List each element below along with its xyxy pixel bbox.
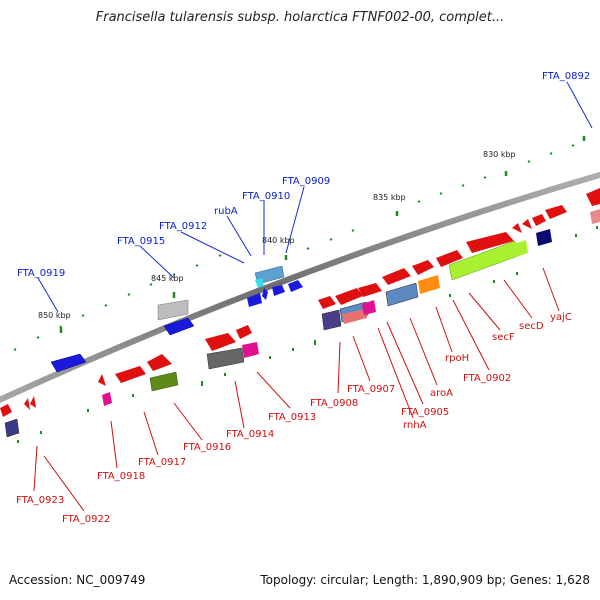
- forward-leader-lines: [37, 81, 593, 313]
- upper-major-ticks: [59, 136, 586, 333]
- kbp-label: 830 kbp: [483, 150, 516, 159]
- kbp-label: 835 kbp: [373, 193, 406, 202]
- gene-label: FTA_0917: [138, 457, 186, 468]
- gene-label: FTA_0923: [16, 495, 64, 506]
- gene-label: FTA_0910: [242, 191, 290, 202]
- gene-label: aroA: [430, 388, 453, 399]
- gene-label: secF: [492, 332, 515, 343]
- gene-label: secD: [519, 321, 544, 332]
- gene-label: FTA_0915: [117, 236, 165, 247]
- gene-label: FTA_0912: [159, 221, 207, 232]
- gene-label: FTA_0892: [542, 71, 590, 82]
- reverse-gene-labels: yajC secD secF FTA_0902 rpoH aroA FTA_09…: [16, 312, 572, 525]
- accession-text: Accession: NC_009749: [9, 573, 146, 587]
- gene-label: FTA_0916: [183, 442, 231, 453]
- gene-label: rpoH: [445, 353, 469, 364]
- gene-label: FTA_0908: [310, 398, 358, 409]
- gene-label: FTA_0918: [97, 471, 145, 482]
- gene-label: rnhA: [403, 420, 427, 431]
- forward-gene-labels: FTA_0892 FTA_0909 FTA_0910 rubA FTA_0912…: [17, 71, 590, 279]
- gene-label: FTA_0919: [17, 268, 65, 279]
- upper-tick-track: [13, 144, 575, 351]
- reverse-genes[interactable]: [0, 188, 600, 438]
- lower-tick-track: [17, 226, 598, 443]
- gene-label: FTA_0922: [62, 514, 110, 525]
- forward-genes[interactable]: [50, 265, 303, 373]
- gene-label: yajC: [550, 312, 572, 323]
- genome-summary-text: Topology: circular; Length: 1,890,909 bp…: [260, 573, 590, 587]
- gene-label: FTA_0902: [463, 373, 511, 384]
- kbp-tick-labels: 830 kbp 835 kbp 840 kbp 845 kbp 850 kbp: [38, 150, 516, 320]
- gene-label: FTA_0909: [282, 176, 330, 187]
- gene-label: FTA_0913: [268, 412, 316, 423]
- gene-label: rubA: [214, 206, 238, 217]
- reverse-leader-lines: [33, 267, 560, 512]
- map-title: Francisella tularensis subsp. holarctica…: [95, 10, 505, 25]
- kbp-label: 840 kbp: [262, 236, 295, 245]
- kbp-label: 845 kbp: [151, 274, 184, 283]
- gene-label: FTA_0914: [226, 429, 274, 440]
- kbp-label: 850 kbp: [38, 311, 71, 320]
- gene-label: FTA_0905: [401, 407, 449, 418]
- gene-label: FTA_0907: [347, 384, 395, 395]
